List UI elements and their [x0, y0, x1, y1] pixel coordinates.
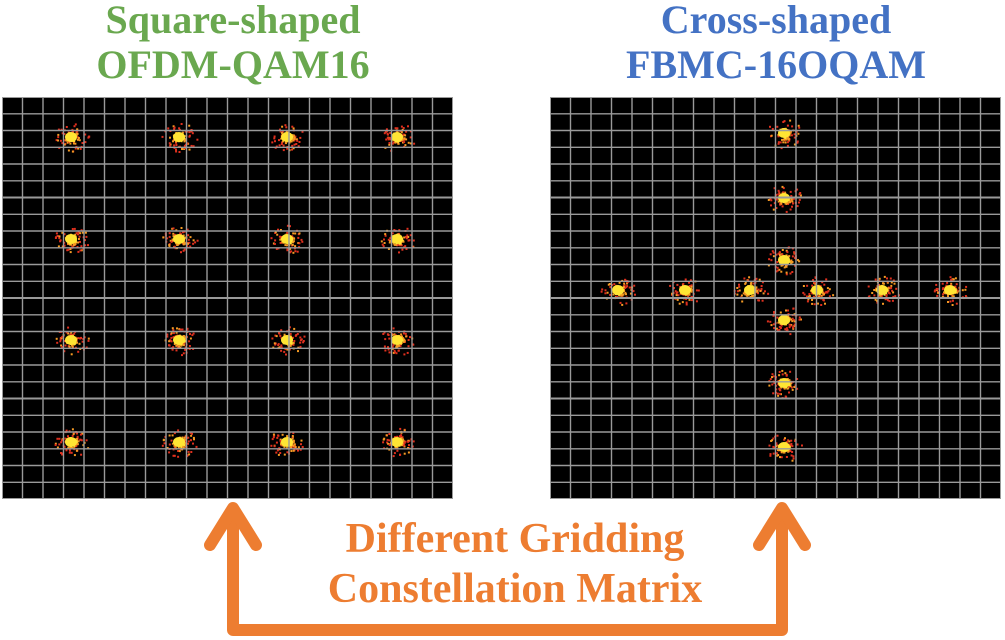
left-title-line1: Square-shaped — [105, 0, 361, 42]
right-arrowhead-icon — [753, 502, 811, 551]
caption-line1: Different Gridding — [345, 516, 685, 562]
caption: Different Gridding Constellation Matrix — [280, 514, 750, 614]
left-arrowhead-icon — [204, 502, 262, 551]
right-panel-title: Cross-shaped FBMC-16OQAM — [550, 0, 1002, 87]
right-title-line2: FBMC-16OQAM — [626, 42, 926, 87]
cross-constellation-plot — [550, 97, 1001, 499]
right-grid-svg — [550, 97, 1001, 499]
right-title-line1: Cross-shaped — [660, 0, 892, 42]
left-grid-svg — [2, 97, 453, 499]
left-title-line2: OFDM-QAM16 — [96, 42, 370, 87]
arrow-connector-path — [227, 506, 788, 636]
left-panel-title: Square-shaped OFDM-QAM16 — [2, 0, 464, 87]
caption-line2: Constellation Matrix — [327, 566, 703, 612]
square-constellation-plot — [2, 97, 453, 499]
